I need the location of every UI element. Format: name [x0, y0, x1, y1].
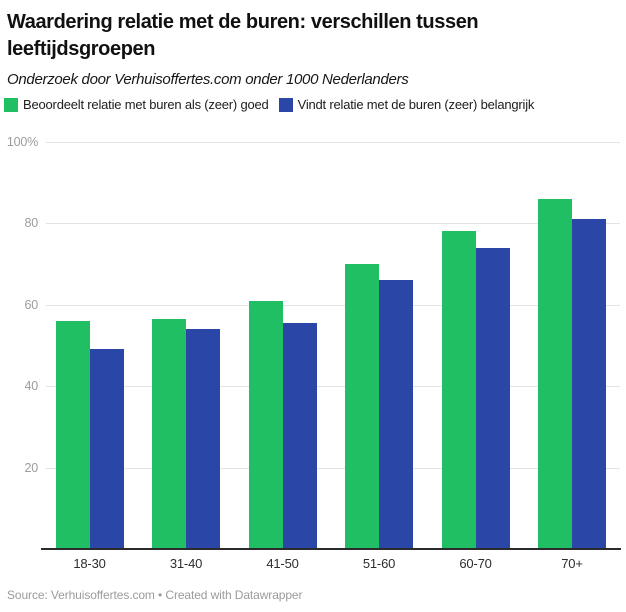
bar-belangrijk: [282, 322, 317, 549]
bar-belangrijk: [475, 247, 510, 549]
bar-goed: [55, 320, 90, 549]
legend-item-belangrijk: Vindt relatie met de buren (zeer) belang…: [278, 97, 535, 112]
chart-area: 100% 80 60 40 20 18-30 31-40 41-50 51-60 60-70 70+: [0, 121, 626, 576]
x-axis-label: 31-40: [169, 556, 203, 571]
chart-subtitle: Onderzoek door Verhuisoffertes.com onder…: [7, 71, 409, 88]
bar-belangrijk: [572, 219, 606, 549]
legend-swatch-green-icon: [4, 97, 18, 112]
source-line: Source: Verhuisoffertes.com • Created wi…: [7, 588, 303, 602]
y-axis-label: 40: [24, 379, 38, 394]
gridline: [46, 304, 620, 306]
x-axis-line: [41, 548, 621, 550]
gridline: [46, 467, 620, 469]
x-axis-label: 41-50: [266, 556, 299, 571]
legend-label-belangrijk: Vindt relatie met de buren (zeer) belang…: [297, 97, 535, 112]
bar-goed: [345, 263, 379, 549]
bar-belangrijk: [186, 329, 220, 549]
legend-item-goed: Beoordeelt relatie met buren als (zeer) …: [4, 97, 269, 112]
legend-label-goed: Beoordeelt relatie met buren als (zeer) …: [23, 97, 269, 112]
y-axis-label: 80: [24, 216, 38, 231]
bar-belangrijk: [379, 280, 413, 549]
x-axis-label: 18-30: [73, 556, 106, 571]
bar-goed: [152, 318, 186, 549]
bar-goed: [441, 231, 476, 549]
gridline: [46, 223, 620, 225]
page-title: Waardering relatie met de buren: verschi…: [7, 11, 479, 60]
bar-belangrijk: [89, 349, 124, 549]
y-axis-label: 20: [24, 460, 38, 475]
bar-goed: [538, 198, 572, 549]
legend-swatch-blue-icon: [278, 97, 293, 112]
bar-goed: [248, 300, 283, 549]
y-axis-label: 100%: [6, 134, 38, 149]
gridline: [46, 386, 620, 388]
x-axis-label: 51-60: [362, 556, 396, 571]
x-axis-label: 70+: [561, 556, 583, 571]
gridline: [46, 141, 620, 143]
x-axis-label: 60-70: [459, 556, 492, 571]
y-axis-label: 60: [24, 297, 38, 312]
chart-footer: Source: Verhuisoffertes.com • Created wi…: [7, 588, 626, 602]
legend: Beoordeelt relatie met buren als (zeer) …: [4, 97, 626, 112]
